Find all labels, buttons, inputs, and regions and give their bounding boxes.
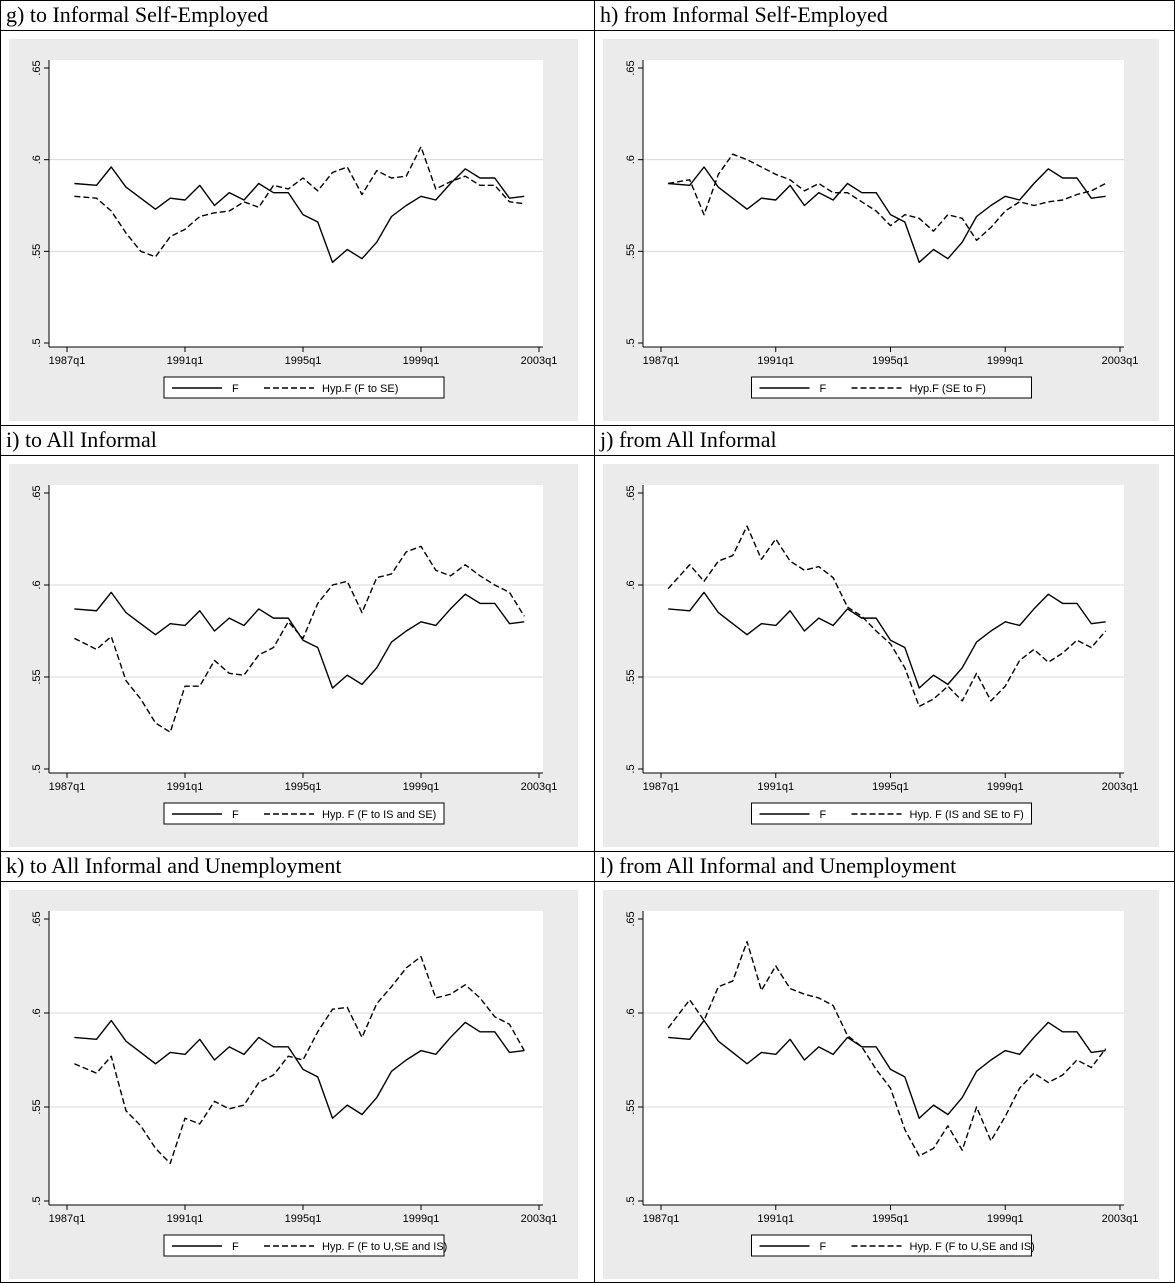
y-tick-label: .6 (625, 1008, 637, 1017)
y-tick-label: .6 (31, 1008, 43, 1017)
series-line-f (74, 591, 525, 689)
y-tick-label: .5 (31, 1196, 43, 1205)
legend-label: F (232, 1241, 239, 1253)
chart-svg: .5 .55 .6 .65 1987q1 1991q1 1995q1 1999q1 2003q1… (9, 464, 578, 847)
chart-svg: .5 .55 .6 .65 1987q1 1991q1 1995q1 1999q1 2003q1… (603, 39, 1159, 421)
x-tick-label: 1995q1 (285, 355, 322, 367)
x-tick-label: 1991q1 (757, 355, 794, 367)
chart-panel: .5 .55 .6 .65 1987q1 1991q1 1995q1 1999q1 2003q1… (0, 30, 594, 425)
legend-label: F (232, 383, 239, 395)
y-tick-label: .65 (625, 485, 637, 500)
y-tick-label: .65 (31, 911, 43, 926)
y-tick-label: .55 (31, 244, 43, 259)
y-tick-label: .6 (625, 580, 637, 589)
x-tick-label: 1991q1 (757, 1213, 794, 1225)
chart-svg: .5 .55 .6 .65 1987q1 1991q1 1995q1 1999q1 2003q1… (9, 890, 578, 1279)
y-tick-label: .55 (31, 669, 43, 684)
y-tick-label: .55 (625, 669, 637, 684)
y-tick-label: .65 (625, 911, 637, 926)
chart-panel: .5 .55 .6 .65 1987q1 1991q1 1995q1 1999q1 2003q1… (594, 455, 1175, 851)
panel-title: i) to All Informal (0, 425, 594, 455)
x-tick-label: 1987q1 (49, 1213, 86, 1225)
y-tick-label: .6 (31, 155, 43, 164)
legend-label: F (820, 383, 827, 395)
chart-panel: .5 .55 .6 .65 1987q1 1991q1 1995q1 1999q1 2003q1… (594, 30, 1175, 425)
chart-svg: .5 .55 .6 .65 1987q1 1991q1 1995q1 1999q1 2003q1… (603, 890, 1159, 1279)
x-tick-label: 1987q1 (643, 781, 680, 793)
series-line-f (668, 1019, 1106, 1119)
x-tick-label: 2003q1 (521, 781, 558, 793)
panel-title: h) from Informal Self-Employed (594, 0, 1175, 30)
legend-label: Hyp. F (F to U,SE and IS) (322, 1241, 447, 1253)
x-tick-label: 1987q1 (49, 355, 86, 367)
series-line-hypothetical (667, 940, 1107, 1157)
y-tick-label: .5 (625, 338, 637, 347)
series-line-hypothetical (74, 146, 525, 258)
y-tick-label: .5 (31, 764, 43, 773)
series-line-f (74, 166, 525, 264)
y-tick-label: .65 (31, 485, 43, 500)
x-tick-label: 1987q1 (643, 1213, 680, 1225)
chart-panel: .5 .55 .6 .65 1987q1 1991q1 1995q1 1999q1 2003q1… (0, 881, 594, 1283)
x-tick-label: 1999q1 (987, 1213, 1024, 1225)
chart-svg: .5 .55 .6 .65 1987q1 1991q1 1995q1 1999q1 2003q1… (9, 39, 578, 421)
y-tick-label: .6 (625, 155, 637, 164)
legend-label: F (820, 809, 827, 821)
x-tick-label: 1999q1 (403, 1213, 440, 1225)
x-tick-label: 1999q1 (987, 355, 1024, 367)
x-tick-label: 1995q1 (872, 781, 909, 793)
y-tick-label: .65 (31, 60, 43, 75)
series-line-f (74, 1019, 525, 1119)
series-line-hypothetical (668, 153, 1106, 242)
y-tick-label: .5 (625, 1196, 637, 1205)
x-tick-label: 1987q1 (643, 355, 680, 367)
panel-title: k) to All Informal and Unemployment (0, 851, 594, 881)
legend-label: F (820, 1241, 827, 1253)
legend-label: F (232, 809, 239, 821)
y-tick-label: .5 (625, 764, 637, 773)
y-tick-label: .55 (31, 1099, 43, 1114)
x-tick-label: 1995q1 (285, 1213, 322, 1225)
legend-label: Hyp. F (F to IS and SE) (322, 809, 436, 821)
y-tick-label: .65 (625, 60, 637, 75)
y-tick-label: .6 (31, 580, 43, 589)
x-tick-label: 1999q1 (403, 781, 440, 793)
series-line-f (668, 591, 1106, 689)
x-tick-label: 1987q1 (49, 781, 86, 793)
x-tick-label: 2003q1 (1102, 1213, 1139, 1225)
x-tick-label: 1995q1 (872, 355, 909, 367)
x-tick-label: 1991q1 (167, 781, 204, 793)
x-tick-label: 1991q1 (757, 781, 794, 793)
legend-label: Hyp. F (IS and SE to F) (910, 809, 1024, 821)
series-line-hypothetical (74, 545, 525, 733)
legend-label: Hyp.F (F to SE) (322, 383, 398, 395)
x-tick-label: 1995q1 (285, 781, 322, 793)
panel-title: l) from All Informal and Unemployment (594, 851, 1175, 881)
x-tick-label: 1999q1 (987, 781, 1024, 793)
x-tick-label: 1999q1 (403, 355, 440, 367)
x-tick-label: 2003q1 (1102, 781, 1139, 793)
chart-panel: .5 .55 .6 .65 1987q1 1991q1 1995q1 1999q1 2003q1… (0, 455, 594, 851)
chart-panel: .5 .55 .6 .65 1987q1 1991q1 1995q1 1999q1 2003q1… (594, 881, 1175, 1283)
series-line-hypothetical (667, 525, 1107, 708)
series-line-f (668, 166, 1106, 264)
x-tick-label: 1991q1 (167, 355, 204, 367)
x-tick-label: 2003q1 (521, 1213, 558, 1225)
x-tick-label: 2003q1 (1102, 355, 1139, 367)
legend-label: Hyp. F (F to U,SE and IS) (910, 1241, 1035, 1253)
chart-svg: .5 .55 .6 .65 1987q1 1991q1 1995q1 1999q1 2003q1… (603, 464, 1159, 847)
panel-title: g) to Informal Self-Employed (0, 0, 594, 30)
panel-title: j) from All Informal (594, 425, 1175, 455)
x-tick-label: 1991q1 (167, 1213, 204, 1225)
y-tick-label: .55 (625, 1099, 637, 1114)
x-tick-label: 1995q1 (872, 1213, 909, 1225)
series-line-hypothetical (74, 955, 525, 1165)
y-tick-label: .5 (31, 338, 43, 347)
legend-label: Hyp.F (SE to F) (910, 383, 986, 395)
x-tick-label: 2003q1 (521, 355, 558, 367)
y-tick-label: .55 (625, 244, 637, 259)
